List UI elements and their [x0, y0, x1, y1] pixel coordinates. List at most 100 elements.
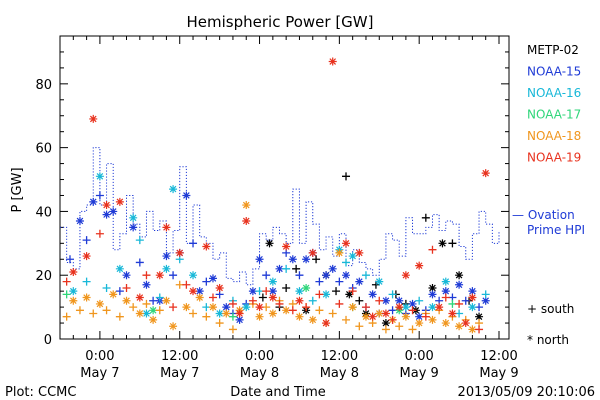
- noaa-15-north-point: [109, 207, 118, 216]
- ovation-prime-step-path: [60, 147, 500, 286]
- noaa-18-north-point: [455, 322, 464, 331]
- noaa-18-south-point: [142, 299, 151, 308]
- noaa-18-south-point: [395, 322, 404, 331]
- chart-title: Hemispheric Power [GW]: [187, 13, 374, 31]
- metp-02-south-point: [258, 293, 267, 302]
- noaa-19-south-point: [408, 306, 417, 315]
- noaa-16-south-point: [342, 258, 351, 267]
- noaa-19-north-point: [295, 296, 304, 305]
- noaa-18-south-point: [408, 325, 417, 334]
- noaa-15-north-point: [302, 255, 311, 264]
- noaa-16-north-point: [348, 252, 357, 261]
- legend-noaa-17: NOAA-17: [527, 108, 581, 122]
- noaa-16-north-point: [115, 264, 124, 273]
- x-tick-time-label: 0:00: [245, 349, 274, 364]
- noaa-19-south-point: [361, 303, 370, 312]
- noaa-16-north-point: [95, 172, 104, 181]
- noaa-15-north-point: [468, 287, 477, 296]
- noaa-18-north-point: [282, 306, 291, 315]
- noaa-18-south-point: [155, 306, 164, 315]
- noaa-15-south-point: [65, 255, 74, 264]
- metp-02-south-point: [448, 239, 457, 248]
- noaa-19-north-point: [189, 287, 198, 296]
- noaa-18-north-point: [295, 312, 304, 321]
- noaa-18-south-point: [62, 312, 71, 321]
- noaa-16-north-point: [169, 185, 178, 194]
- noaa-19-south-point: [302, 303, 311, 312]
- noaa-15-north-point: [129, 223, 138, 232]
- noaa-19-north-point: [461, 319, 470, 328]
- noaa-19-north-point: [395, 303, 404, 312]
- noaa-19-south-point: [441, 293, 450, 302]
- noaa-15-north-point: [481, 296, 490, 305]
- noaa-19-north-point: [342, 239, 351, 248]
- noaa-16-north-point: [322, 290, 331, 299]
- noaa-18-north-point: [308, 315, 317, 324]
- noaa-18-north-point: [135, 309, 144, 318]
- noaa-18-north-point: [95, 299, 104, 308]
- noaa-19-north-point: [69, 268, 78, 277]
- plot-frame: [59, 35, 510, 340]
- noaa-19-south-point: [208, 293, 217, 302]
- noaa-19-north-point: [255, 303, 264, 312]
- noaa-18-north-point: [182, 303, 191, 312]
- noaa-16-north-point: [189, 271, 198, 280]
- noaa-19-south-point: [428, 245, 437, 254]
- noaa-19-south-point: [335, 299, 344, 308]
- noaa-19-north-point: [415, 261, 424, 270]
- noaa-17-north-point: [302, 283, 311, 292]
- noaa-18-north-point: [122, 296, 131, 305]
- metp-02-north-point: [475, 312, 484, 321]
- noaa-15-south-point: [189, 239, 198, 248]
- noaa-19-south-point: [348, 287, 357, 296]
- noaa-19-north-point: [435, 303, 444, 312]
- noaa-18-north-point: [401, 312, 410, 321]
- noaa-15-north-point: [368, 290, 377, 299]
- metp-02-south-point: [342, 172, 351, 181]
- noaa-19-north-point: [268, 293, 277, 302]
- noaa-19-north-point: [102, 201, 111, 210]
- noaa-15-north-point: [102, 210, 111, 219]
- noaa-18-south-point: [328, 309, 337, 318]
- x-axis-ticks: 0:00 May 7 12:00 May 7 0:00 May 8 12:00 May 8 0:…: [59, 36, 519, 381]
- noaa-19-north-point: [328, 57, 337, 66]
- noaa-19-north-point: [175, 248, 184, 257]
- noaa-18-north-point: [428, 315, 437, 324]
- noaa-19-north-point: [481, 169, 490, 178]
- noaa-15-south-point: [315, 277, 324, 286]
- noaa-15-north-point: [428, 290, 437, 299]
- noaa-15-north-point: [328, 264, 337, 273]
- noaa-16-north-point: [441, 277, 450, 286]
- noaa-15-north-point: [408, 299, 417, 308]
- noaa-18-north-point: [109, 290, 118, 299]
- noaa-16-south-point: [481, 290, 490, 299]
- legend-ovation-line1: — Ovation: [512, 208, 575, 222]
- noaa-19-north-point: [235, 309, 244, 318]
- noaa-18-north-point: [415, 319, 424, 328]
- noaa-16-north-point: [375, 277, 384, 286]
- metp-02-north-point: [455, 271, 464, 280]
- noaa-19-north-point: [89, 114, 98, 123]
- noaa-15-north-point: [441, 287, 450, 296]
- noaa-16-north-point: [142, 309, 151, 318]
- noaa-15-north-point: [268, 287, 277, 296]
- noaa-18-north-point: [255, 312, 264, 321]
- metp-02-south-point: [282, 283, 291, 292]
- noaa-15-north-point: [195, 287, 204, 296]
- noaa-16-south-point: [135, 236, 144, 245]
- legend-noaa-18: NOAA-18: [527, 129, 581, 143]
- noaa-15-north-point: [248, 287, 257, 296]
- noaa-15-north-point: [208, 274, 217, 283]
- metp-02-north-point: [381, 319, 390, 328]
- legend-noaa-16: NOAA-16: [527, 86, 581, 100]
- legend: METP-02 NOAA-15 NOAA-16 NOAA-17 NOAA-18 NOAA-…: [512, 43, 585, 237]
- x-tick-date-label: May 9: [400, 366, 439, 381]
- noaa-15-north-point: [395, 296, 404, 305]
- noaa-19-north-point: [468, 293, 477, 302]
- noaa-19-south-point: [288, 306, 297, 315]
- metp-02-south-point: [421, 213, 430, 222]
- x-tick-time-label: 0:00: [405, 349, 434, 364]
- noaa-17-south-point: [62, 290, 71, 299]
- metp-02-south-point: [355, 296, 364, 305]
